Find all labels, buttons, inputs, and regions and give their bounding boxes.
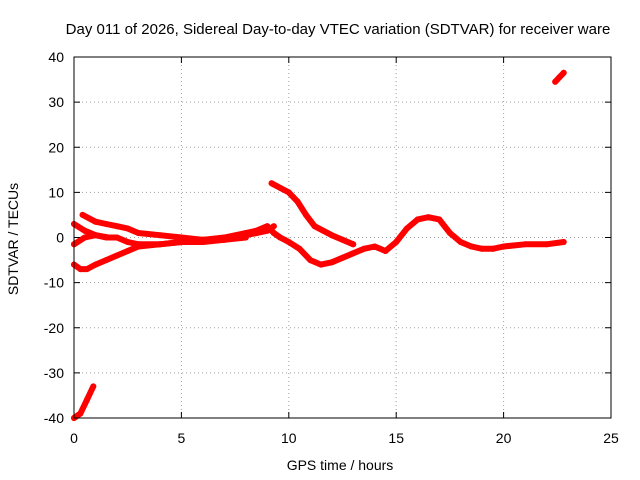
data-point: [552, 78, 559, 85]
data-point: [479, 245, 486, 252]
y-tick-label: -30: [44, 365, 64, 381]
data-point: [328, 232, 335, 239]
data-point: [285, 189, 292, 196]
x-tick-label: 5: [178, 430, 186, 446]
data-point: [83, 266, 90, 273]
x-axis-label: GPS time / hours: [287, 457, 394, 473]
data-point: [221, 236, 228, 243]
y-tick-label: 20: [48, 139, 64, 155]
data-point: [425, 214, 432, 221]
tick-marks: [73, 56, 612, 419]
x-tick-label: 25: [603, 430, 619, 446]
y-tick-label: 40: [48, 49, 64, 65]
data-point: [436, 216, 443, 223]
data-point: [135, 241, 142, 248]
x-tick-label: 10: [281, 430, 297, 446]
data-point: [277, 234, 284, 241]
series-track-e: [71, 232, 112, 248]
data-point: [296, 245, 303, 252]
data-point: [489, 245, 496, 252]
data-point: [560, 69, 567, 76]
data-point: [90, 383, 97, 390]
data-point: [414, 216, 421, 223]
data-point: [285, 239, 292, 245]
data-point: [156, 232, 163, 239]
data-point: [361, 245, 367, 252]
data-point: [114, 252, 120, 259]
data-point: [135, 230, 142, 236]
data-point: [114, 234, 120, 241]
y-tick-label: -10: [44, 275, 64, 291]
data-point: [268, 180, 275, 187]
y-tick-labels: -40 -30 -20 -10 0 10 20 30 40: [44, 49, 64, 426]
data-point: [371, 243, 378, 250]
data-point: [81, 227, 88, 234]
data-point: [522, 241, 529, 248]
data-point: [328, 259, 335, 266]
y-tick-label: -40: [44, 410, 64, 426]
data-point: [294, 198, 301, 205]
series-track-f: [268, 180, 357, 248]
data-point: [543, 241, 550, 248]
data-point: [77, 266, 84, 273]
data-point: [350, 241, 357, 248]
data-point: [446, 230, 453, 236]
data-point: [264, 227, 271, 234]
y-tick-label: 10: [48, 184, 64, 200]
series-layer: [71, 69, 567, 421]
data-point: [277, 184, 284, 191]
data-point: [103, 221, 110, 227]
data-point: [105, 234, 112, 241]
data-point: [393, 239, 400, 245]
data-point: [178, 234, 185, 241]
y-axis-label: SDTVAR / TECUs: [5, 183, 21, 295]
data-point: [556, 74, 563, 81]
data-point: [124, 248, 131, 254]
data-point: [103, 257, 110, 264]
data-point: [124, 239, 131, 245]
data-point: [83, 396, 90, 403]
data-point: [156, 241, 163, 248]
data-point: [382, 248, 389, 254]
data-point: [92, 261, 99, 268]
data-point: [307, 257, 314, 264]
data-point: [457, 239, 464, 245]
y-tick-label: 30: [48, 94, 64, 110]
data-point: [339, 254, 346, 261]
chart-title: Day 011 of 2026, Sidereal Day-to-day VTE…: [66, 21, 611, 38]
data-point: [320, 227, 327, 234]
data-point: [270, 223, 277, 230]
data-point: [318, 261, 324, 268]
x-tick-label: 0: [70, 430, 78, 446]
data-point: [270, 230, 277, 236]
data-point: [500, 243, 507, 250]
data-point: [311, 223, 318, 230]
data-point: [242, 234, 249, 241]
data-point: [560, 239, 567, 245]
data-point: [350, 250, 357, 257]
data-point: [81, 234, 88, 241]
data-point: [92, 232, 99, 239]
data-point: [77, 410, 84, 417]
data-point: [124, 225, 131, 232]
data-point: [403, 225, 410, 232]
series-track-a: [71, 383, 97, 421]
x-tick-label: 20: [496, 430, 512, 446]
data-point: [79, 211, 86, 218]
data-point: [339, 236, 346, 243]
y-tick-label: 0: [56, 230, 64, 246]
y-tick-label: -20: [44, 320, 64, 336]
data-point: [199, 236, 206, 243]
data-point: [114, 223, 120, 230]
x-tick-label: 15: [388, 430, 404, 446]
data-point: [253, 230, 260, 236]
data-point: [468, 243, 475, 250]
data-point: [303, 211, 309, 218]
data-point: [92, 218, 99, 225]
x-tick-labels: 0 5 10 15 20 25: [70, 430, 619, 446]
